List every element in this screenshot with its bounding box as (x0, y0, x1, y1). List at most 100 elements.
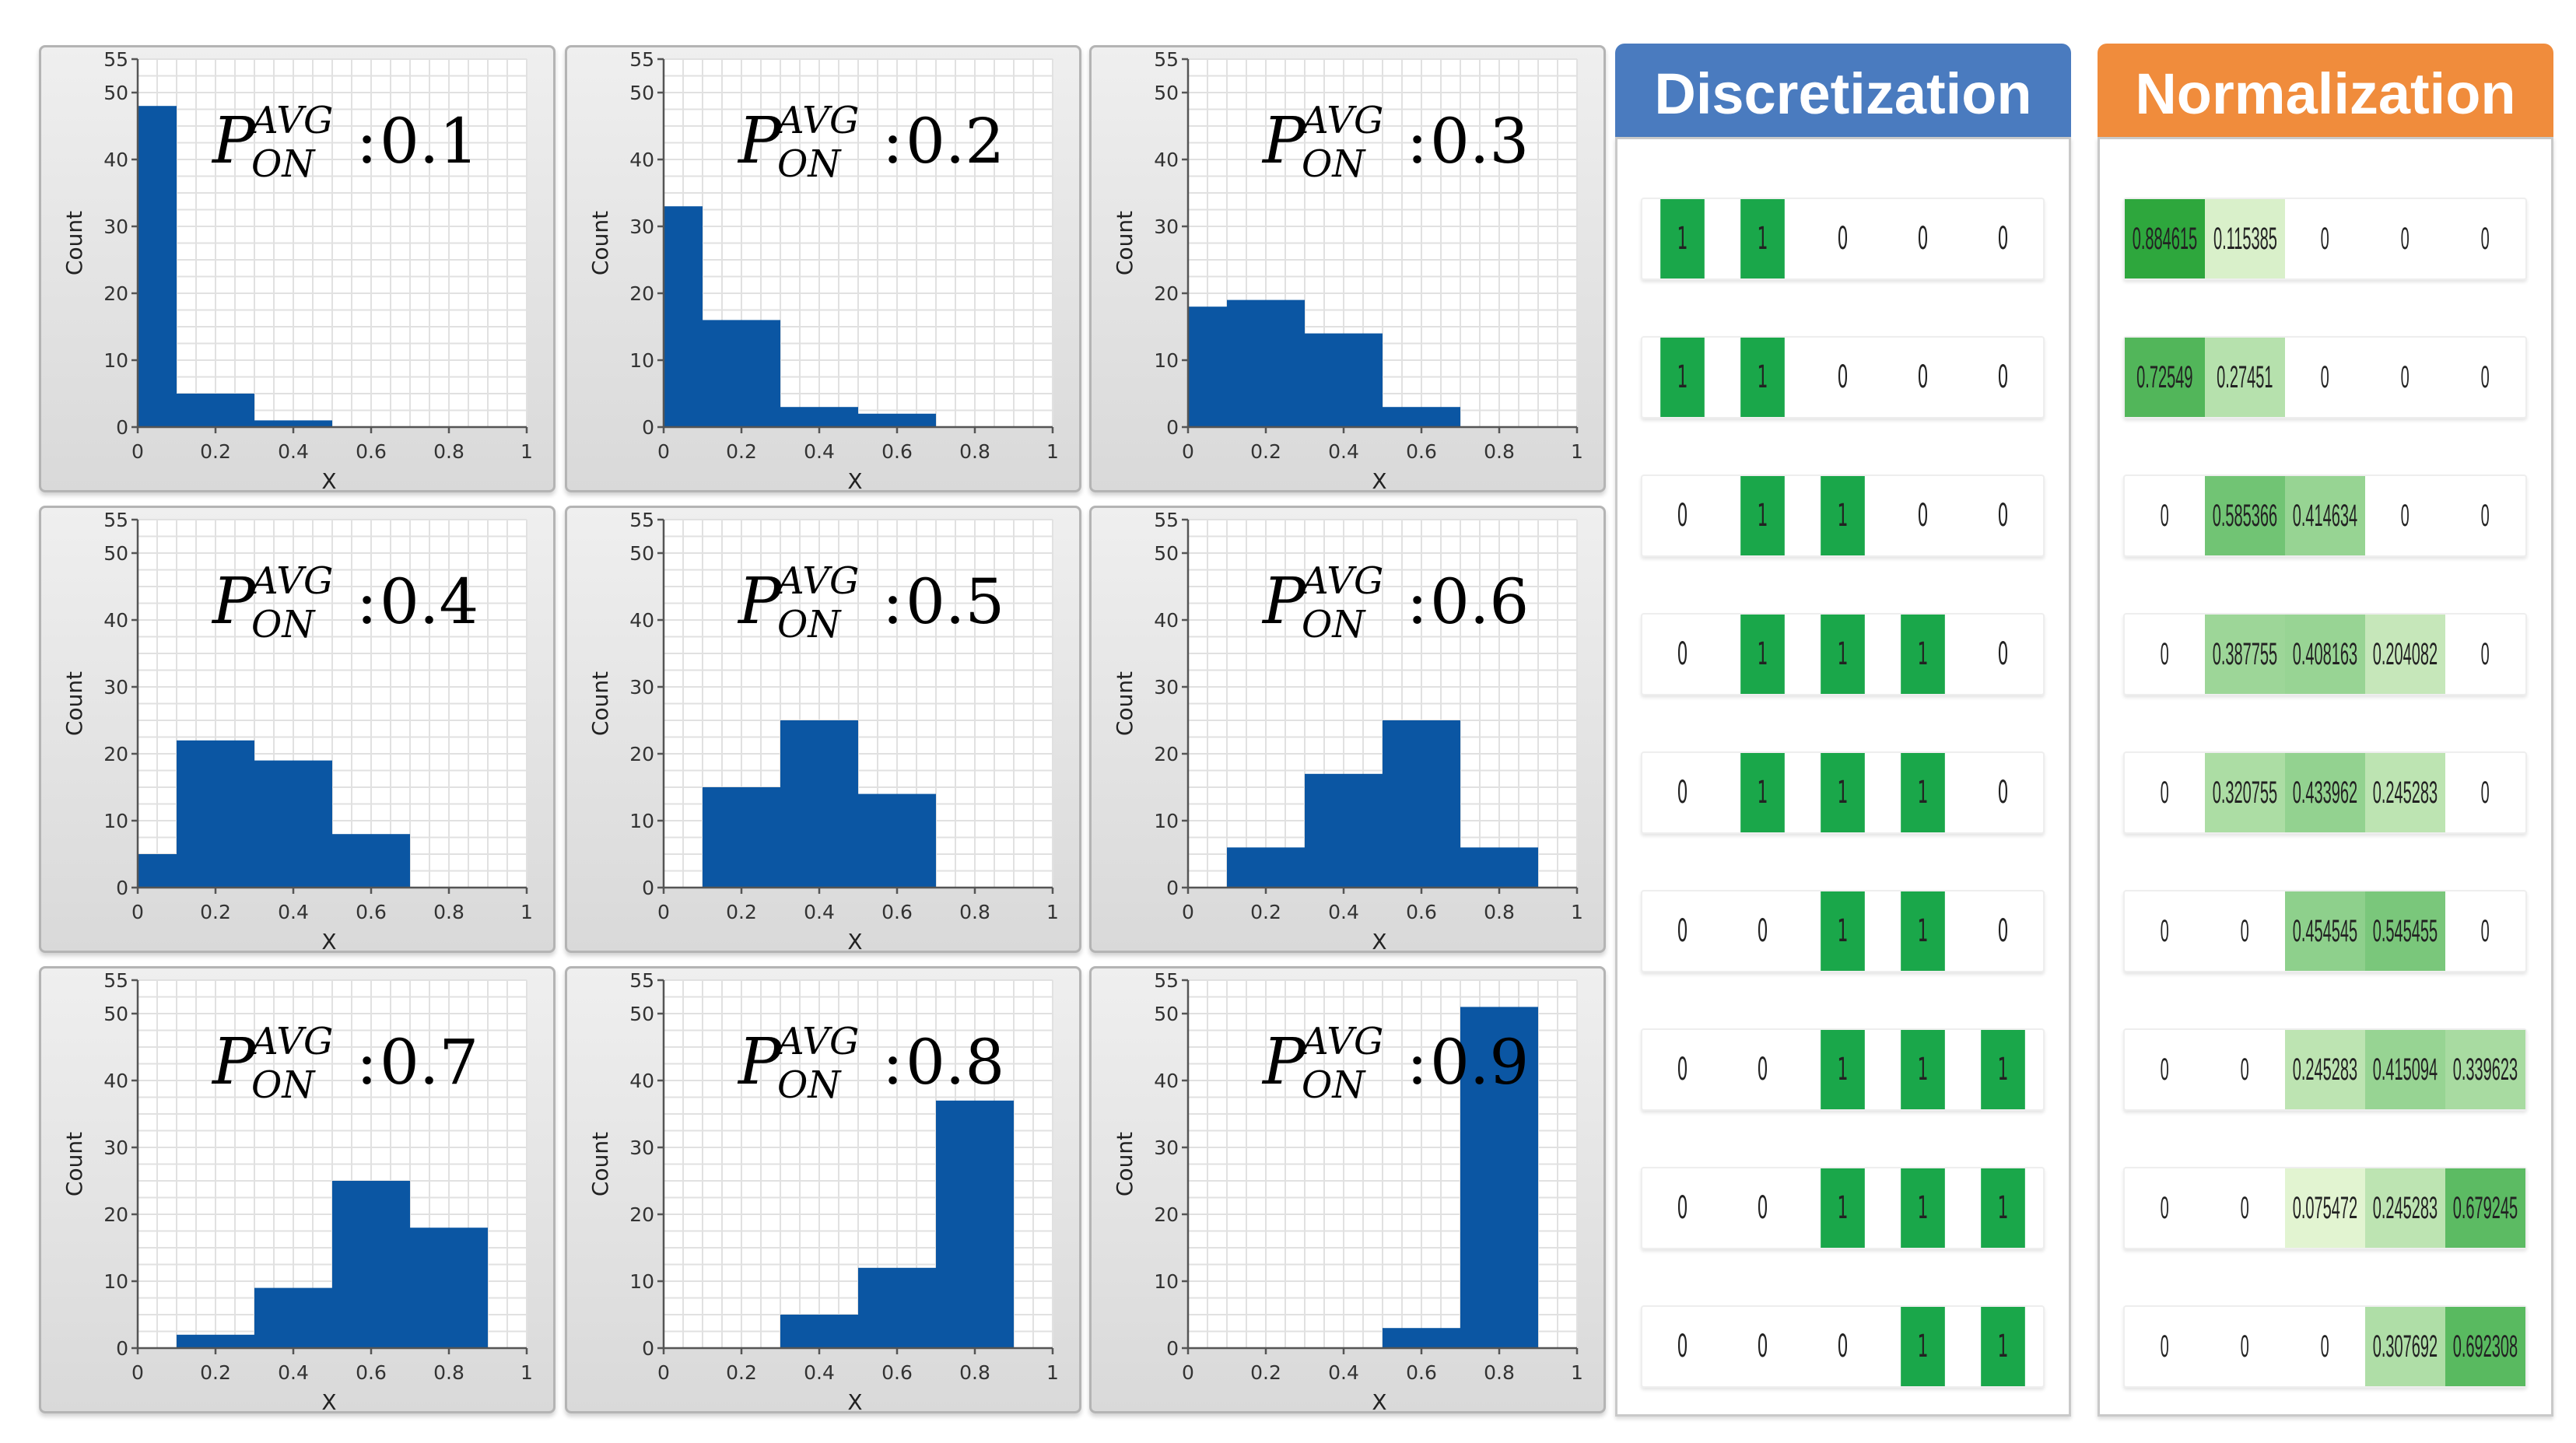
normalization-cell-value: 0 (2320, 359, 2330, 394)
y-tick-label: 50 (103, 82, 128, 104)
histogram-bar (1305, 333, 1383, 427)
discretization-cell: 0 (1981, 338, 2025, 417)
normalization-cell: 0.679245 (2445, 1168, 2525, 1248)
x-tick-label: 0.2 (726, 440, 757, 463)
discretization-cell: 0 (1660, 753, 1705, 832)
discretization-cell: 1 (1901, 615, 1945, 694)
discretization-cell: 0 (1901, 338, 1945, 417)
x-tick-label: 0.4 (804, 440, 835, 463)
normalization-cell: 0.545455 (2365, 891, 2445, 971)
histogram-svg: 0 10 20 30 40 50 55 0 0.2 0.4 0.6 0.8 1 X Count PAVGON:… (587, 969, 1059, 1415)
histogram-bar (254, 760, 332, 888)
normalization-cell: 0 (2365, 476, 2445, 555)
discretization-cell-value: 0 (1917, 359, 1929, 395)
discretization-cell-value: 1 (1837, 913, 1849, 949)
y-axis-label: Count (1112, 1132, 1137, 1196)
x-tick-label: 0 (131, 901, 144, 923)
y-tick-label: 0 (1166, 877, 1179, 899)
normalization-cell-value: 0 (2160, 636, 2170, 671)
annotation-superscript: AVG (1299, 99, 1383, 142)
x-tick-label: 0.4 (278, 440, 309, 463)
discretization-cell-value: 0 (1997, 221, 2009, 257)
normalization-cell-value: 0.692308 (2452, 1329, 2518, 1364)
annotation-superscript: AVG (248, 559, 333, 603)
histogram-panel: 0 10 20 30 40 50 55 0 0.2 0.4 0.6 0.8 1 X Count P AVG ON:… (565, 966, 1081, 1415)
x-tick-label: 0 (657, 901, 670, 923)
annotation-subscript: ON (1302, 1063, 1366, 1107)
discretization-cell: 0 (1981, 615, 2025, 694)
x-tick-label: 0.6 (881, 901, 913, 923)
y-tick-label: 55 (1154, 969, 1179, 992)
discretization-header: Discretization (1615, 44, 2071, 137)
y-tick-label: 20 (103, 743, 128, 765)
x-tick-label: 0.4 (1328, 901, 1359, 923)
normalization-cell: 0 (2445, 753, 2525, 832)
normalization-cell-value: 0 (2240, 1190, 2250, 1225)
discretization-cell-value: 1 (1917, 1190, 1929, 1226)
y-tick-label: 50 (1154, 1003, 1179, 1025)
y-tick-label: 30 (103, 215, 128, 238)
discretization-cell-value: 1 (1757, 775, 1768, 811)
annotation-separator: : (356, 105, 377, 177)
x-tick-label: 0 (1182, 1361, 1194, 1384)
histogram-bar (858, 793, 936, 888)
x-axis-label: X (847, 468, 862, 494)
y-tick-label: 50 (629, 82, 654, 104)
normalization-cell: 0.415094 (2365, 1030, 2445, 1109)
histogram-svg: 0 10 20 30 40 50 55 0 0.2 0.4 0.6 0.8 1 X Count PAVGON:… (1112, 48, 1583, 494)
normalization-cell: 0 (2125, 476, 2205, 555)
normalization-cell-value: 0.884615 (2132, 221, 2198, 256)
normalization-cell-value: 0.679245 (2452, 1190, 2518, 1225)
normalization-cell: 0.414634 (2285, 476, 2365, 555)
normalization-cell: 0 (2285, 338, 2365, 417)
discretization-cell: 1 (1821, 1030, 1865, 1109)
discretization-cell-value: 0 (1997, 498, 2009, 534)
discretization-cell-value: 1 (1757, 636, 1768, 672)
histogram-svg: 0 10 20 30 40 50 55 0 0.2 0.4 0.6 0.8 1 X Count PAVGON:… (587, 48, 1059, 494)
x-tick-label: 0.6 (356, 1361, 387, 1384)
y-tick-label: 0 (1166, 1337, 1179, 1360)
discretization-cell: 0 (1660, 615, 1705, 694)
histogram-svg: 0 10 20 30 40 50 55 0 0.2 0.4 0.6 0.8 1 X Count PAVGON:… (61, 509, 533, 954)
y-tick-label: 10 (629, 810, 654, 832)
normalization-cell-value: 0 (2160, 913, 2170, 948)
normalization-cell-value: 0 (2480, 775, 2490, 810)
normalization-cell-value: 0 (2240, 913, 2250, 948)
discretization-row: 1 1 0 0 0 (1641, 336, 2045, 419)
normalization-cell-value: 0.545455 (2372, 913, 2438, 948)
normalization-cell-value: 0 (2400, 498, 2410, 533)
x-tick-label: 0.2 (200, 901, 231, 923)
y-tick-label: 30 (629, 1137, 654, 1159)
annotation-separator: : (356, 566, 377, 638)
discretization-cell-value: 0 (1837, 359, 1849, 395)
annotation-subscript: ON (777, 1063, 842, 1107)
discretization-cell-value: 0 (1677, 775, 1688, 811)
x-tick-label: 1 (520, 1361, 533, 1384)
discretization-cell: 1 (1740, 753, 1785, 832)
discretization-cell-value: 0 (1677, 1329, 1688, 1364)
normalization-cell-value: 0.115385 (2213, 221, 2277, 256)
histogram-panel: 0 10 20 30 40 50 55 0 0.2 0.4 0.6 0.8 1 X Count P AVG ON:… (565, 45, 1081, 494)
normalization-cell-value: 0 (2400, 359, 2410, 394)
discretization-cell-value: 1 (1917, 775, 1929, 811)
x-axis-label: X (1372, 1389, 1386, 1415)
discretization-row: 0 1 1 1 0 (1641, 751, 2045, 834)
discretization-row: 0 0 1 1 1 (1641, 1028, 2045, 1111)
discretization-cell: 1 (1981, 1168, 2025, 1248)
normalization-cell: 0 (2445, 891, 2525, 971)
annotation-superscript: AVG (774, 1020, 859, 1063)
annotation-value: 0.4 (380, 566, 478, 638)
discretization-cell: 1 (1821, 615, 1865, 694)
annotation-subscript: ON (777, 142, 842, 186)
y-axis-label: Count (587, 1132, 613, 1196)
normalization-cell-value: 0.415094 (2372, 1052, 2438, 1087)
y-tick-label: 50 (629, 542, 654, 565)
discretization-cell-value: 0 (1677, 1190, 1688, 1226)
y-tick-label: 10 (103, 1270, 128, 1293)
y-tick-label: 55 (1154, 48, 1179, 71)
histogram-bar (780, 1315, 858, 1348)
annotation-subscript: ON (251, 1063, 316, 1107)
histogram-svg: 0 10 20 30 40 50 55 0 0.2 0.4 0.6 0.8 1 X Count PAVGON:… (1112, 969, 1583, 1415)
x-tick-label: 0.4 (278, 1361, 309, 1384)
normalization-row: 0.884615 0.115385 0 0 0 (2123, 198, 2527, 280)
